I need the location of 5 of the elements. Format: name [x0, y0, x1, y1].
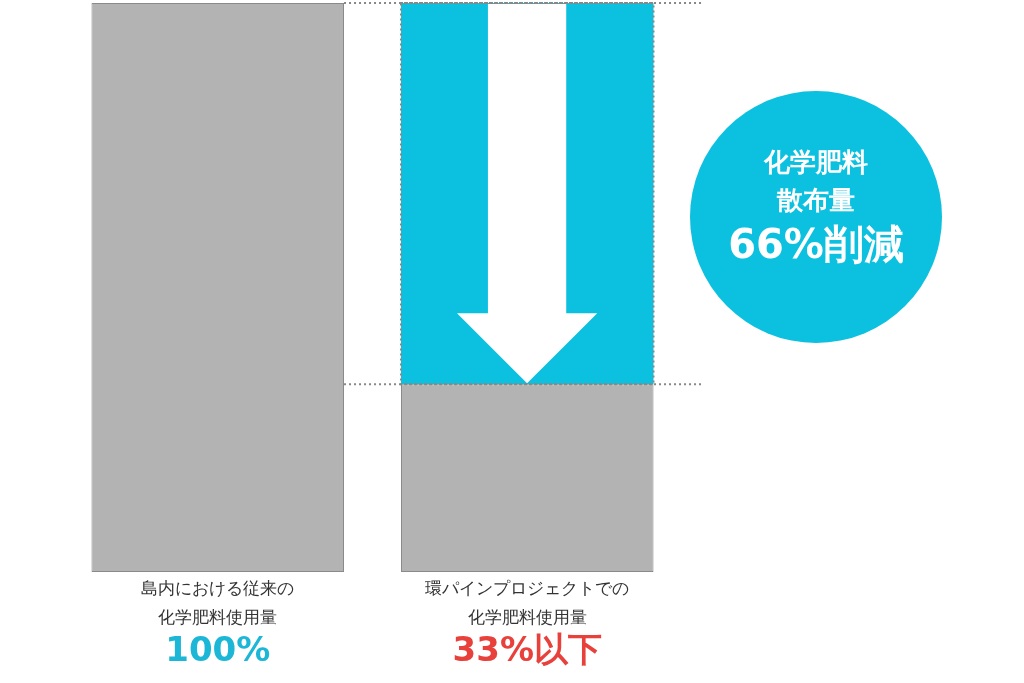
- circle-badge: 化学肥料 散布量 66%削減: [690, 91, 942, 343]
- x-tick-label: 島内における従来の化学肥料使用量: [141, 577, 295, 627]
- data-label: 33%以下: [452, 628, 602, 669]
- x-tick-label: 環パインプロジェクトでの化学肥料使用量: [425, 577, 630, 627]
- data-label: 100%: [165, 628, 271, 669]
